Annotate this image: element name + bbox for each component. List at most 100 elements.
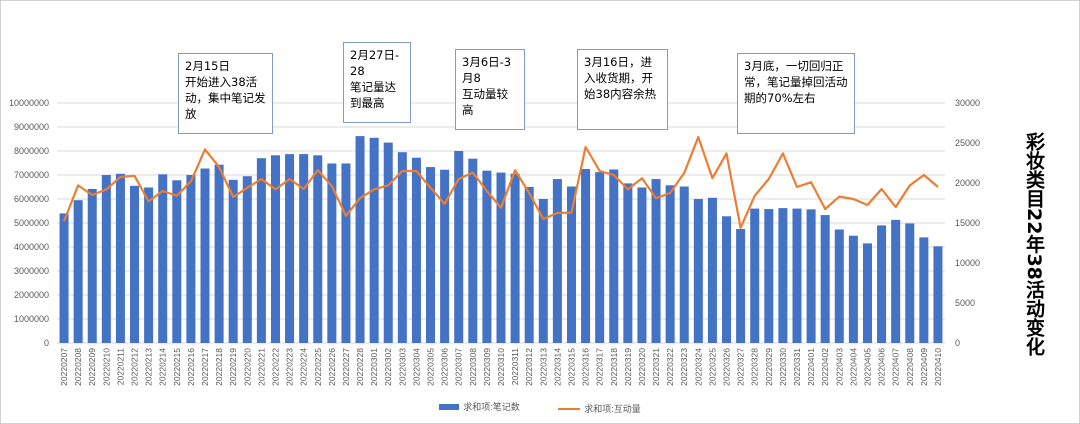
bar [355, 136, 365, 343]
bar [566, 186, 576, 343]
bar [341, 163, 351, 343]
x-tick-label: 20220313 [538, 348, 548, 386]
x-tick-label: 20220306 [440, 348, 450, 386]
x-tick-label: 20220309 [482, 348, 492, 386]
x-tick-label: 20220216 [186, 348, 196, 386]
x-tick-label: 20220408 [905, 348, 915, 386]
bar [609, 169, 619, 343]
x-tick-label: 20220405 [862, 348, 872, 386]
x-tick-label: 20220215 [172, 348, 182, 386]
y-right-tick-label: 20000 [955, 178, 980, 188]
y-right-tick-label: 10000 [955, 258, 980, 268]
bar [750, 208, 760, 343]
bar [144, 187, 154, 343]
bar [115, 173, 125, 343]
legend-label-notes: 求和项:笔记数 [463, 402, 520, 412]
x-tick-label: 20220209 [87, 348, 97, 386]
y-left-tick-label: 10000000 [9, 98, 49, 108]
bar [623, 183, 633, 343]
annotation-mar6-8: 3月6日-3 月8 互动量较高 [455, 49, 525, 130]
bar [397, 152, 407, 343]
bar [270, 155, 280, 343]
annotation-mar16: 3月16日，进入收货期，开始38内容余热 [577, 49, 668, 130]
bar [707, 197, 717, 343]
x-tick-label: 20220213 [144, 348, 154, 386]
bar [637, 187, 647, 343]
x-tick-label: 20220316 [581, 348, 591, 386]
x-tick-label: 20220322 [665, 348, 675, 386]
x-tick-label: 20220321 [651, 348, 661, 386]
x-tick-label: 20220224 [299, 348, 309, 386]
bar [792, 208, 802, 343]
bar [581, 169, 591, 343]
legend-label-interactions: 求和项:互动量 [584, 404, 641, 414]
bar [101, 175, 111, 343]
bar [186, 175, 196, 343]
bar [595, 172, 605, 343]
chart-title: 彩妆类目22年38活动变化 [1023, 132, 1045, 356]
x-tick-label: 20220218 [214, 348, 224, 386]
x-tick-label: 20220307 [454, 348, 464, 386]
y-left-tick-label: 7000000 [14, 170, 49, 180]
x-tick-label: 20220329 [764, 348, 774, 386]
bar [552, 179, 562, 343]
x-tick-label: 20220211 [115, 348, 125, 385]
bar [327, 163, 337, 343]
bar [778, 208, 788, 343]
x-tick-label: 20220409 [919, 348, 929, 386]
y-left-tick-label: 3000000 [14, 266, 49, 276]
x-tick-label: 20220310 [496, 348, 506, 386]
x-tick-label: 20220210 [101, 348, 111, 386]
x-tick-label: 20220403 [834, 348, 844, 386]
bar [200, 168, 210, 343]
bar [651, 179, 661, 343]
x-tick-label: 20220214 [158, 348, 168, 386]
x-tick-label: 20220325 [707, 348, 717, 386]
x-tick-label: 20220402 [820, 348, 830, 386]
bar [862, 243, 872, 343]
x-tick-label: 20220317 [595, 348, 605, 386]
bar [468, 158, 478, 343]
y-right-tick-label: 30000 [955, 98, 980, 108]
bar [158, 174, 168, 343]
x-tick-label: 20220207 [59, 348, 69, 386]
x-tick-label: 20220305 [426, 348, 436, 386]
x-tick-label: 20220406 [877, 348, 887, 386]
x-tick-label: 20220315 [566, 348, 576, 386]
x-tick-label: 20220221 [256, 348, 266, 386]
x-tick-label: 20220219 [228, 348, 238, 386]
bar [130, 185, 140, 343]
bar [905, 223, 915, 343]
x-tick-label: 20220320 [637, 348, 647, 386]
bar [299, 154, 309, 343]
x-tick-label: 20220324 [693, 348, 703, 386]
x-tick-label: 20220312 [524, 348, 534, 386]
y-left-tick-label: 5000000 [14, 218, 49, 228]
bar [411, 157, 421, 343]
y-right-tick-label: 0 [955, 338, 960, 348]
bar [764, 209, 774, 343]
x-tick-label: 20220404 [848, 348, 858, 386]
bar [383, 142, 393, 343]
bar [482, 170, 492, 343]
bar [891, 219, 901, 343]
x-tick-label: 20220314 [552, 348, 562, 386]
bar [73, 200, 83, 343]
x-tick-label: 20220303 [397, 348, 407, 386]
bar [172, 180, 182, 343]
x-tick-label: 20220323 [679, 348, 689, 386]
annotation-feb15: 2月15日 开始进入38活动，集中笔记发放 [178, 53, 273, 134]
y-left-tick-label: 8000000 [14, 146, 49, 156]
y-left-tick-label: 1000000 [14, 314, 49, 324]
bar [933, 246, 943, 343]
bar [665, 185, 675, 343]
y-right-tick-label: 25000 [955, 138, 980, 148]
y-left-tick-label: 4000000 [14, 242, 49, 252]
x-tick-label: 20220328 [750, 348, 760, 386]
bar [524, 187, 534, 343]
bar [369, 137, 379, 343]
bar [313, 155, 323, 343]
legend: 求和项:笔记数 求和项:互动量 [0, 400, 1080, 415]
x-tick-label: 20220327 [736, 348, 746, 386]
x-tick-label: 20220301 [369, 348, 379, 386]
